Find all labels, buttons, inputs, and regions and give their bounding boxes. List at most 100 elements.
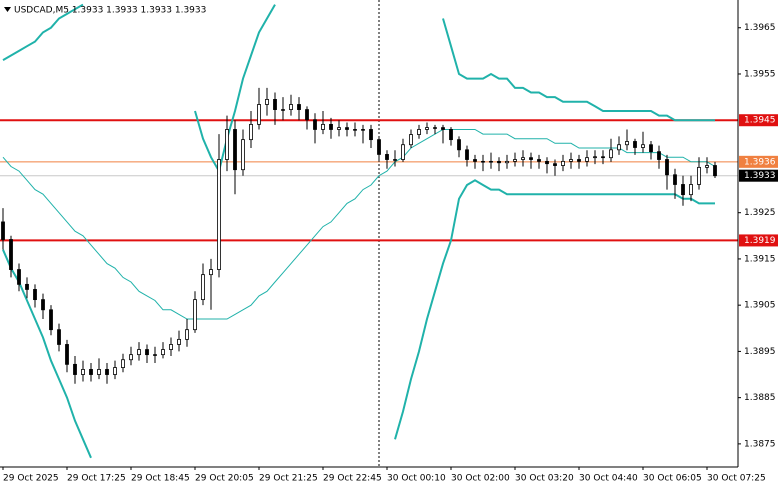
candle-body bbox=[457, 139, 461, 151]
plot-area bbox=[0, 3, 738, 459]
candle-body bbox=[257, 104, 261, 125]
candle-body bbox=[209, 269, 213, 276]
x-tick-label: 29 Oct 22:45 bbox=[323, 474, 382, 484]
candle-body bbox=[121, 359, 125, 368]
candle-body bbox=[705, 165, 709, 168]
level-box bbox=[739, 114, 778, 127]
chart-title: USDCAD,M5 1.3933 1.3933 1.3933 1.3933 bbox=[14, 6, 206, 16]
level-box bbox=[739, 155, 778, 168]
candle-body bbox=[673, 174, 677, 185]
x-tick-label: 30 Oct 04:40 bbox=[579, 474, 638, 484]
indicator-line bbox=[2, 129, 716, 320]
y-tick-label: 1.3895 bbox=[744, 347, 776, 357]
candle-body bbox=[361, 129, 365, 131]
candle-body bbox=[489, 160, 493, 163]
candle-body bbox=[377, 139, 381, 155]
candle-body bbox=[249, 123, 253, 141]
x-tick-label: 30 Oct 06:05 bbox=[643, 474, 702, 484]
candle-body bbox=[649, 144, 653, 153]
candle-body bbox=[177, 338, 181, 345]
candle-body bbox=[81, 369, 85, 375]
candle-body bbox=[305, 109, 309, 121]
candle-body bbox=[329, 123, 333, 130]
x-tick-label: 29 Oct 18:45 bbox=[131, 474, 190, 484]
candle-body bbox=[161, 349, 165, 356]
candle-body bbox=[201, 274, 205, 301]
candle-body bbox=[281, 109, 285, 111]
candle-body bbox=[521, 157, 525, 160]
candle-body bbox=[353, 129, 357, 131]
candle-body bbox=[425, 127, 429, 130]
candle-body bbox=[513, 159, 517, 162]
candle-body bbox=[593, 156, 597, 159]
y-tick-label: 1.3955 bbox=[744, 69, 776, 79]
candle-body bbox=[601, 156, 605, 159]
x-tick-label: 29 Oct 20:05 bbox=[195, 474, 254, 484]
candle-body bbox=[273, 99, 277, 110]
candle-body bbox=[337, 127, 341, 130]
candle-body bbox=[585, 157, 589, 162]
x-tick-label: 29 Oct 17:25 bbox=[67, 474, 126, 484]
y-tick-label: 1.3915 bbox=[744, 254, 776, 264]
y-tick-label: 1.3905 bbox=[744, 301, 776, 311]
candle-body bbox=[417, 129, 421, 135]
candle-body bbox=[473, 159, 477, 162]
candle-body bbox=[1, 221, 5, 240]
y-tick-label: 1.3875 bbox=[744, 439, 776, 449]
candle-body bbox=[233, 129, 237, 171]
candle-body bbox=[561, 160, 565, 166]
candle-body bbox=[41, 299, 45, 311]
candle-body bbox=[145, 349, 149, 356]
y-tick-label: 1.3965 bbox=[744, 23, 776, 33]
candle-body bbox=[185, 329, 189, 340]
candle-body bbox=[681, 184, 685, 196]
candle-body bbox=[569, 159, 573, 162]
candle-body bbox=[641, 144, 645, 148]
candle-body bbox=[617, 144, 621, 151]
candle-body bbox=[97, 369, 101, 375]
candle-body bbox=[689, 184, 693, 196]
candle-body bbox=[433, 127, 437, 129]
candle-body bbox=[713, 165, 717, 177]
current-price-label: 1.3933 bbox=[744, 171, 776, 181]
candle-body bbox=[73, 363, 77, 375]
level-label: 1.3945 bbox=[744, 116, 776, 126]
y-tick-label: 1.3925 bbox=[744, 208, 776, 218]
candle-body bbox=[465, 149, 469, 160]
candle-body bbox=[665, 159, 669, 176]
candle-body bbox=[545, 160, 549, 165]
candle-body bbox=[225, 129, 229, 160]
x-tick-label: 30 Oct 03:20 bbox=[515, 474, 574, 484]
dropdown-icon[interactable] bbox=[4, 7, 11, 12]
candle-body bbox=[57, 329, 61, 345]
candle-body bbox=[409, 134, 413, 146]
candle-body bbox=[345, 127, 349, 130]
candle-body bbox=[17, 269, 21, 285]
candle-body bbox=[321, 123, 325, 130]
candle-body bbox=[609, 149, 613, 159]
candle-body bbox=[105, 369, 109, 375]
indicator-line bbox=[2, 3, 715, 174]
candle-body bbox=[441, 127, 445, 130]
candle-body bbox=[193, 299, 197, 331]
x-tick-label: 30 Oct 02:00 bbox=[451, 474, 510, 484]
candle-body bbox=[481, 160, 485, 163]
candle-body bbox=[553, 163, 557, 166]
candle-body bbox=[65, 344, 69, 365]
level-label: 1.3919 bbox=[744, 236, 776, 246]
x-tick-label: 29 Oct 2025 bbox=[3, 474, 59, 484]
candle-body bbox=[89, 369, 93, 375]
candle-body bbox=[137, 349, 141, 356]
candle-body bbox=[577, 159, 581, 162]
candle-body bbox=[129, 354, 133, 361]
candle-body bbox=[393, 159, 397, 161]
x-tick-label: 30 Oct 07:25 bbox=[707, 474, 766, 484]
level-box bbox=[739, 234, 778, 247]
candle-body bbox=[297, 104, 301, 110]
candle-body bbox=[33, 289, 37, 301]
candle-body bbox=[633, 141, 637, 148]
current-price-box bbox=[739, 169, 778, 182]
candle-body bbox=[25, 283, 29, 290]
candle-body bbox=[217, 159, 221, 270]
